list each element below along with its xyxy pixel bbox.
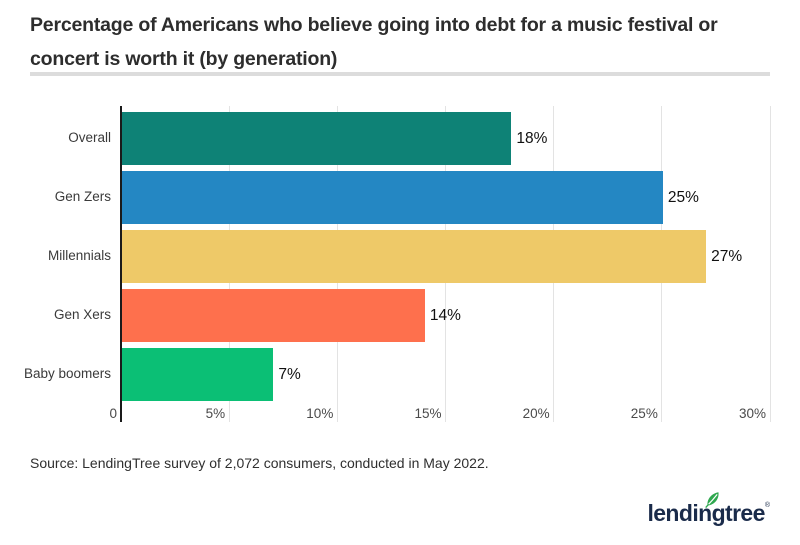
x-tick-label: 15% xyxy=(414,406,442,421)
category-label: Millennials xyxy=(47,247,111,263)
bar xyxy=(122,112,512,165)
bar-value-label: 18% xyxy=(516,129,548,147)
category-label: Baby boomers xyxy=(23,365,111,381)
bar-value-label: 14% xyxy=(429,306,461,324)
bar xyxy=(122,171,663,224)
lendingtree-logo: lendingtree® xyxy=(647,492,770,534)
bar xyxy=(122,289,425,342)
y-axis-line xyxy=(120,106,122,422)
leaf-icon xyxy=(705,492,720,508)
x-tick-label: 25% xyxy=(630,406,658,421)
x-tick-label: 5% xyxy=(205,406,226,421)
x-tick-label: 10% xyxy=(306,406,334,421)
x-tick-label: 20% xyxy=(522,406,550,421)
bar xyxy=(122,348,274,401)
bar-value-label: 25% xyxy=(667,188,699,206)
bar xyxy=(122,230,707,283)
source-note: Source: LendingTree survey of 2,072 cons… xyxy=(30,455,489,471)
registered-trademark-symbol: ® xyxy=(764,502,770,509)
chart-title: Percentage of Americans who believe goin… xyxy=(30,14,718,70)
bar-value-label: 7% xyxy=(278,365,301,383)
category-label: Gen Xers xyxy=(53,306,111,322)
logo-wordmark: lendingtree xyxy=(647,500,765,526)
bar-value-label: 27% xyxy=(711,247,743,265)
title-divider xyxy=(30,72,770,76)
category-label: Overall xyxy=(68,129,111,145)
x-tick-label: 30% xyxy=(738,406,766,421)
x-tick-label: 0 xyxy=(109,406,117,421)
x-gridline xyxy=(769,106,771,422)
category-label: Gen Zers xyxy=(54,188,111,204)
